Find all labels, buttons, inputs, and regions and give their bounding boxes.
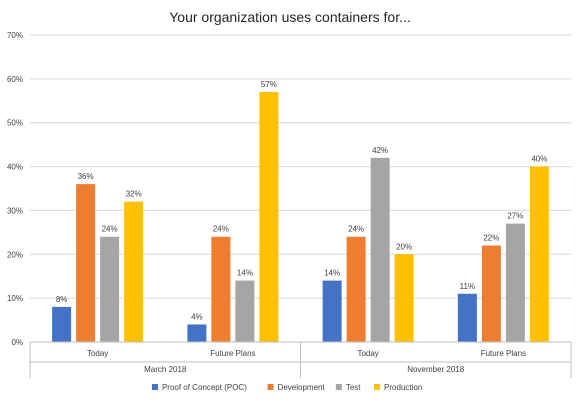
data-label: 40% <box>531 155 547 164</box>
y-tick-label: 50% <box>7 119 23 128</box>
data-labels: 8% 4% 14% 11% 36% 24% 24% 22% 24% 14% 42% 27% 32% 57%… <box>56 80 548 321</box>
legend-swatch <box>151 384 158 390</box>
bars <box>52 92 549 342</box>
bar <box>124 201 144 342</box>
bar <box>505 223 525 342</box>
bar <box>259 92 279 342</box>
bar <box>370 157 390 342</box>
legend-label: Development <box>278 383 326 392</box>
x-category-label: Today <box>87 349 108 358</box>
bar <box>211 236 231 342</box>
x-axis: Today Future Plans Today Future Plans March … <box>29 341 572 378</box>
y-tick-label: 70% <box>7 31 23 40</box>
data-label: 4% <box>191 312 203 321</box>
chart-title: Your organization uses containers for... <box>169 9 411 25</box>
data-label: 24% <box>348 225 364 234</box>
bar <box>235 280 255 342</box>
gridlines <box>30 34 571 299</box>
legend-label: Production <box>384 383 422 392</box>
data-label: 24% <box>213 225 229 234</box>
legend: Proof of Concept (POC) Development Test Pro… <box>151 383 422 392</box>
bar <box>322 280 342 342</box>
x-group-label: November 2018 <box>407 365 464 374</box>
bar <box>529 166 549 342</box>
data-label: 57% <box>261 80 277 89</box>
data-label: 36% <box>78 172 94 181</box>
legend-swatch <box>374 384 381 390</box>
y-tick-label: 20% <box>7 250 23 259</box>
x-group-label: March 2018 <box>144 365 187 374</box>
data-label: 27% <box>507 212 523 221</box>
bar <box>76 184 96 342</box>
bar <box>100 236 120 342</box>
data-label: 42% <box>372 146 388 155</box>
legend-label: Test <box>346 383 361 392</box>
data-label: 11% <box>460 282 475 291</box>
y-axis-ticks: 0% 10% 20% 30% 40% 50% 60% 70% <box>7 31 23 347</box>
y-tick-label: 40% <box>7 163 23 172</box>
data-label: 22% <box>483 234 499 243</box>
legend-swatch <box>335 384 342 390</box>
x-category-label: Future Plans <box>210 349 255 358</box>
data-label: 8% <box>56 295 68 304</box>
bar <box>457 293 477 342</box>
bar <box>346 236 366 342</box>
y-tick-label: 60% <box>7 75 23 84</box>
x-category-label: Today <box>357 349 378 358</box>
data-label: 24% <box>102 225 118 234</box>
data-label: 32% <box>126 190 142 199</box>
y-tick-label: 30% <box>7 206 23 215</box>
bar <box>52 306 72 342</box>
data-label: 14% <box>237 269 253 278</box>
legend-swatch <box>267 384 274 390</box>
bar <box>187 324 207 342</box>
bar <box>394 254 414 342</box>
data-label: 20% <box>396 242 412 251</box>
x-category-label: Future Plans <box>481 349 526 358</box>
y-tick-label: 10% <box>7 294 23 303</box>
legend-label: Proof of Concept (POC) <box>162 383 247 392</box>
data-label: 14% <box>324 269 340 278</box>
bar <box>481 245 501 342</box>
y-tick-label: 0% <box>11 338 23 347</box>
